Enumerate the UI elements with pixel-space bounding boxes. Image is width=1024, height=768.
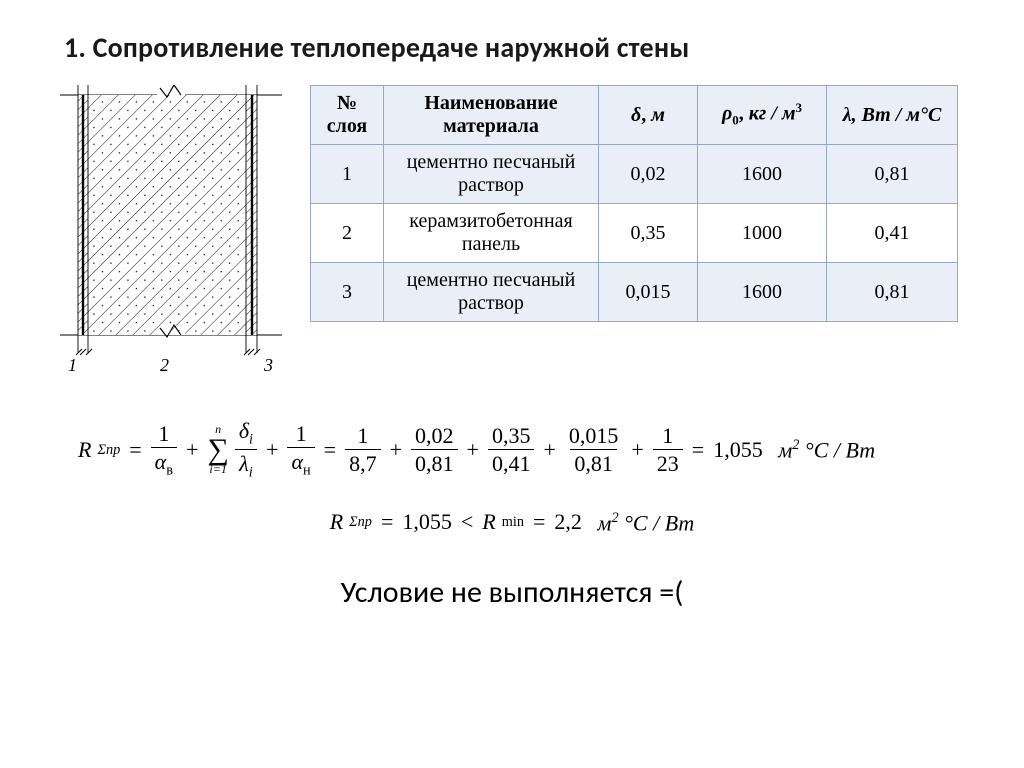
cell-n: 2 <box>311 204 384 263</box>
formula-result: 1,055 <box>713 439 763 461</box>
r-subscript: Σпр <box>97 443 120 457</box>
table-row: 1 цементно песчаный раствор 0,02 1600 0,… <box>311 145 958 204</box>
cell-rho: 1600 <box>698 263 827 322</box>
conclusion-text: Условие не выполняется =( <box>60 574 964 611</box>
cell-name: керамзитобетонная панель <box>384 204 599 263</box>
formula-comparison: RΣпр = 1,055 < Rmin = 2,2 м2 °С / Вт <box>60 511 964 534</box>
layers-table: № слоя Наименование материала δ, м ρ0, к… <box>310 85 958 322</box>
col-header-num: № слоя <box>311 86 384 145</box>
cell-rho: 1000 <box>698 204 827 263</box>
sigma-symbol: n ∑ i=1 <box>207 424 228 475</box>
cell-lam: 0,81 <box>827 145 958 204</box>
diagram-label-3: 3 <box>263 355 273 375</box>
cell-delta: 0,015 <box>599 263 698 322</box>
table-row: 3 цементно песчаный раствор 0,015 1600 0… <box>311 263 958 322</box>
diagram-label-2: 2 <box>160 355 169 375</box>
cell-lam: 0,81 <box>827 263 958 322</box>
col-header-lambda: λ, Вт / м°С <box>827 86 958 145</box>
page-title: 1. Сопротивление теплопередаче наружной … <box>64 30 964 65</box>
table-row: 2 керамзитобетонная панель 0,35 1000 0,4… <box>311 204 958 263</box>
cell-rho: 1600 <box>698 145 827 204</box>
cell-delta: 0,02 <box>599 145 698 204</box>
cell-name: цементно песчаный раствор <box>384 145 599 204</box>
cell-delta: 0,35 <box>599 204 698 263</box>
wall-layers-diagram: 1 2 3 <box>60 85 282 377</box>
cell-n: 3 <box>311 263 384 322</box>
table-header-row: № слоя Наименование материала δ, м ρ0, к… <box>311 86 958 145</box>
col-header-delta: δ, м <box>599 86 698 145</box>
formula-main: RΣпр = 1αв + n ∑ i=1 δi λi + 1αн = 18,7 … <box>60 419 964 534</box>
col-header-rho: ρ0, кг / м3 <box>698 86 827 145</box>
cell-name: цементно песчаный раствор <box>384 263 599 322</box>
cell-lam: 0,41 <box>827 204 958 263</box>
diagram-label-1: 1 <box>68 355 77 375</box>
cell-n: 1 <box>311 145 384 204</box>
col-header-name: Наименование материала <box>384 86 599 145</box>
